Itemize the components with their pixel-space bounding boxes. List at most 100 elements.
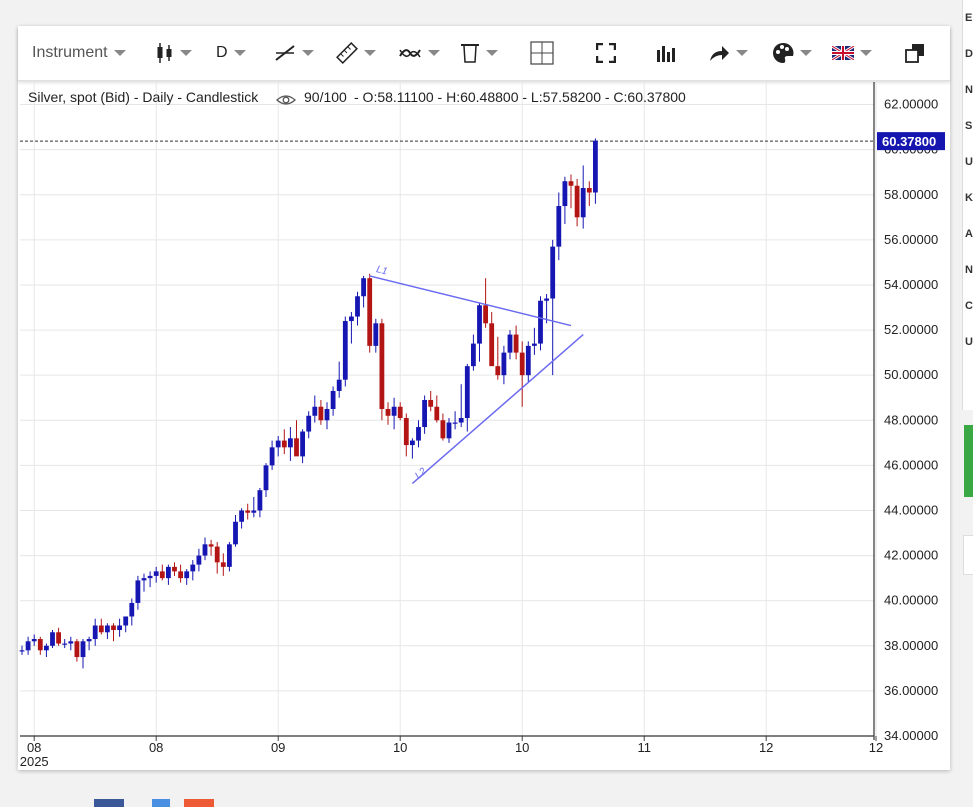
- candle-body[interactable]: [342, 321, 348, 380]
- candle-body[interactable]: [92, 625, 98, 640]
- candle-body[interactable]: [68, 641, 74, 644]
- candle-body[interactable]: [532, 343, 537, 346]
- candle-body[interactable]: [574, 185, 580, 218]
- fullscreen-button[interactable]: [596, 26, 616, 80]
- language-dropdown[interactable]: [832, 26, 872, 80]
- sidebar-letter[interactable]: S: [965, 120, 973, 132]
- candle-body[interactable]: [550, 246, 556, 299]
- twitter-share-button[interactable]: [152, 799, 170, 807]
- candle-body[interactable]: [440, 420, 446, 439]
- candle-body[interactable]: [416, 427, 421, 441]
- delete-button[interactable]: [460, 26, 498, 80]
- candle-body[interactable]: [513, 334, 519, 353]
- candle-body[interactable]: [568, 181, 574, 186]
- candle-body[interactable]: [306, 415, 312, 432]
- sidebar-letter[interactable]: A: [965, 228, 973, 240]
- popout-button[interactable]: [904, 26, 926, 80]
- candle-body[interactable]: [141, 578, 147, 581]
- candle-body[interactable]: [288, 438, 293, 448]
- sidebar-letter[interactable]: K: [965, 192, 973, 204]
- candle-body[interactable]: [190, 564, 196, 572]
- candle-body[interactable]: [318, 406, 324, 421]
- candle-body[interactable]: [50, 632, 55, 646]
- candle-body[interactable]: [556, 206, 562, 247]
- candle-body[interactable]: [44, 645, 49, 651]
- candle-body[interactable]: [355, 296, 360, 317]
- trendline-l2[interactable]: [411, 334, 584, 484]
- candle-body[interactable]: [434, 406, 440, 421]
- candle-body[interactable]: [105, 625, 110, 633]
- candle-body[interactable]: [111, 625, 116, 631]
- candle-body[interactable]: [56, 632, 61, 644]
- chart-type-dropdown[interactable]: [156, 26, 192, 80]
- candle-body[interactable]: [74, 641, 80, 658]
- sidebar-letter[interactable]: E: [965, 12, 973, 24]
- candle-body[interactable]: [263, 465, 269, 491]
- candle-body[interactable]: [391, 406, 397, 416]
- candle-body[interactable]: [25, 641, 31, 651]
- candle-body[interactable]: [117, 625, 122, 631]
- candle-body[interactable]: [330, 390, 336, 409]
- candle-body[interactable]: [580, 187, 586, 218]
- sidebar-letter[interactable]: C: [965, 300, 973, 312]
- draw-line-button[interactable]: [274, 26, 314, 80]
- sidebar-letter[interactable]: N: [965, 84, 973, 96]
- candle-body[interactable]: [385, 409, 391, 416]
- candle-body[interactable]: [477, 305, 482, 344]
- candle-body[interactable]: [538, 300, 543, 344]
- candle-body[interactable]: [37, 639, 43, 651]
- candle-body[interactable]: [349, 316, 354, 322]
- eye-icon[interactable]: [276, 95, 296, 105]
- candle-body[interactable]: [495, 366, 501, 376]
- candle-body[interactable]: [62, 643, 68, 645]
- candle-body[interactable]: [275, 440, 281, 448]
- price-chart[interactable]: 34.00000 36.00000 38.00000 40.00000 42.00000…: [18, 80, 950, 770]
- candle-body[interactable]: [593, 140, 598, 193]
- candle-body[interactable]: [129, 602, 135, 617]
- candle-body[interactable]: [452, 422, 458, 424]
- volume-button[interactable]: [656, 26, 676, 80]
- candle-body[interactable]: [361, 278, 366, 297]
- candle-body[interactable]: [471, 343, 476, 367]
- candle-body[interactable]: [227, 544, 232, 567]
- sidebar-letter[interactable]: D: [965, 48, 973, 60]
- candle-body[interactable]: [422, 399, 427, 428]
- candle-body[interactable]: [123, 616, 129, 626]
- candle-body[interactable]: [31, 639, 37, 642]
- candle-body[interactable]: [98, 625, 104, 633]
- candle-body[interactable]: [336, 379, 342, 391]
- candle-body[interactable]: [202, 544, 208, 556]
- candle-body[interactable]: [464, 366, 470, 419]
- facebook-share-button[interactable]: [94, 799, 124, 807]
- candle-body[interactable]: [208, 544, 214, 547]
- candle-body[interactable]: [373, 323, 379, 346]
- period-dropdown[interactable]: D: [216, 26, 246, 80]
- candle-body[interactable]: [300, 431, 305, 457]
- candle-body[interactable]: [220, 562, 226, 567]
- share-button[interactable]: [708, 26, 748, 80]
- candle-body[interactable]: [153, 571, 159, 576]
- candle-body[interactable]: [184, 571, 190, 579]
- candle-body[interactable]: [446, 422, 452, 439]
- candle-body[interactable]: [80, 641, 86, 658]
- candle-body[interactable]: [257, 490, 263, 511]
- candle-body[interactable]: [562, 181, 568, 207]
- candle-body[interactable]: [281, 440, 287, 448]
- candle-body[interactable]: [251, 510, 257, 513]
- candle-body[interactable]: [312, 406, 318, 416]
- candle-body[interactable]: [196, 555, 202, 565]
- candle-body[interactable]: [239, 510, 244, 522]
- green-side-tab[interactable]: [964, 425, 973, 497]
- candle-body[interactable]: [501, 352, 507, 376]
- candle-body[interactable]: [172, 566, 177, 572]
- candle-body[interactable]: [178, 571, 183, 579]
- candle-body[interactable]: [403, 418, 409, 446]
- candle-body[interactable]: [86, 639, 92, 642]
- reddit-share-button[interactable]: [184, 799, 214, 807]
- candle-body[interactable]: [324, 409, 330, 421]
- candle-body[interactable]: [367, 278, 373, 346]
- instrument-dropdown[interactable]: Instrument: [32, 26, 126, 80]
- candle-body[interactable]: [507, 334, 513, 353]
- candle-body[interactable]: [214, 546, 220, 563]
- ruler-button[interactable]: [336, 26, 376, 80]
